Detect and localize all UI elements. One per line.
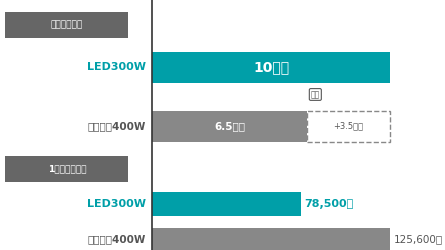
FancyBboxPatch shape [152, 52, 390, 83]
Text: 125,600円: 125,600円 [394, 234, 443, 244]
FancyBboxPatch shape [5, 12, 128, 38]
Text: 給油: 給油 [311, 90, 320, 99]
FancyBboxPatch shape [5, 156, 128, 182]
Text: +3.5時間: +3.5時間 [333, 122, 364, 131]
FancyBboxPatch shape [152, 228, 390, 250]
Text: メタハラ400W: メタハラ400W [88, 234, 146, 244]
Text: 6.5時間: 6.5時間 [214, 121, 245, 131]
FancyBboxPatch shape [152, 111, 307, 142]
Text: メタハラ400W: メタハラ400W [88, 121, 146, 131]
FancyBboxPatch shape [152, 192, 301, 216]
Text: LED300W: LED300W [87, 62, 146, 72]
Text: 78,500円: 78,500円 [305, 199, 354, 209]
Text: LED300W: LED300W [87, 199, 146, 209]
Text: 連続運転時間: 連続運転時間 [51, 20, 83, 30]
Text: 10時間: 10時間 [253, 60, 289, 74]
Text: 1年間の燃料費: 1年間の燃料費 [48, 164, 86, 173]
